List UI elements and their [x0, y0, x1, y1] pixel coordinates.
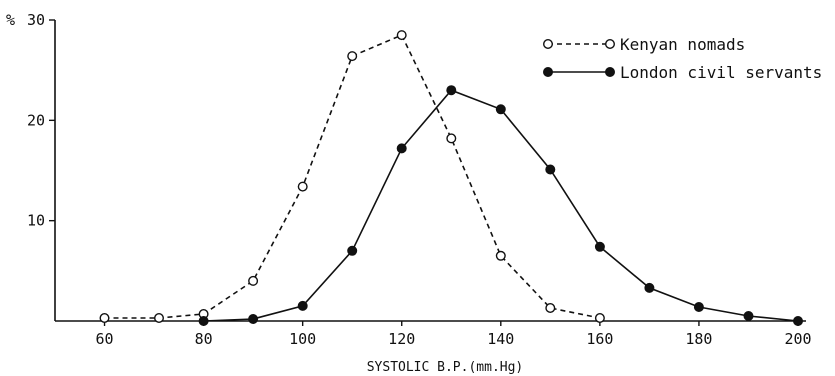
- data-point: [594, 241, 605, 252]
- data-point: [743, 311, 754, 322]
- x-tick-label: 100: [289, 330, 316, 348]
- legend-label: Kenyan nomads: [620, 35, 745, 54]
- series-layer: [99, 30, 804, 327]
- data-point: [396, 30, 407, 41]
- data-point: [99, 313, 110, 324]
- data-point: [347, 245, 358, 256]
- y-tick-label: 30: [27, 11, 45, 29]
- data-point: [545, 164, 556, 175]
- legend-marker: [543, 39, 554, 50]
- series-1: [99, 30, 605, 324]
- y-unit-label: %: [6, 11, 15, 29]
- data-point: [297, 300, 308, 311]
- series-line: [104, 34, 601, 319]
- x-tick-label: 200: [784, 330, 811, 348]
- legend-item: Kenyan nomads: [543, 35, 745, 54]
- y-tick-label: 10: [27, 212, 45, 230]
- data-point: [693, 302, 704, 313]
- data-point: [495, 104, 506, 115]
- y-tick-label: 20: [27, 111, 45, 129]
- data-point: [594, 313, 605, 324]
- data-point: [644, 282, 655, 293]
- x-tick-label: 60: [96, 330, 114, 348]
- data-point: [248, 314, 259, 325]
- legend-marker: [605, 66, 616, 77]
- data-point: [446, 85, 457, 96]
- x-tick-label: 160: [586, 330, 613, 348]
- legend-label: London civil servants: [620, 63, 822, 82]
- data-point: [396, 143, 407, 154]
- data-point: [248, 275, 259, 286]
- x-tick-label: 120: [388, 330, 415, 348]
- axes: 60 80 100 120 140 160 180 200 10 20 30%: [6, 11, 812, 348]
- series-2: [198, 85, 804, 327]
- data-point: [495, 250, 506, 261]
- data-point: [153, 313, 164, 324]
- data-point: [545, 303, 556, 314]
- x-tick-label: 80: [195, 330, 213, 348]
- legend-marker: [605, 39, 616, 50]
- data-point: [793, 316, 804, 327]
- x-axis-title: SYSTOLIC B.P.(mm.Hg): [367, 360, 524, 375]
- data-point: [347, 51, 358, 62]
- data-point: [198, 316, 209, 327]
- legend-marker: [543, 66, 554, 77]
- data-point: [297, 181, 308, 192]
- legend: Kenyan nomads London civil servants: [543, 35, 822, 82]
- x-tick-label: 180: [685, 330, 712, 348]
- data-point: [446, 133, 457, 144]
- x-tick-label: 140: [487, 330, 514, 348]
- legend-item: London civil servants: [543, 63, 822, 82]
